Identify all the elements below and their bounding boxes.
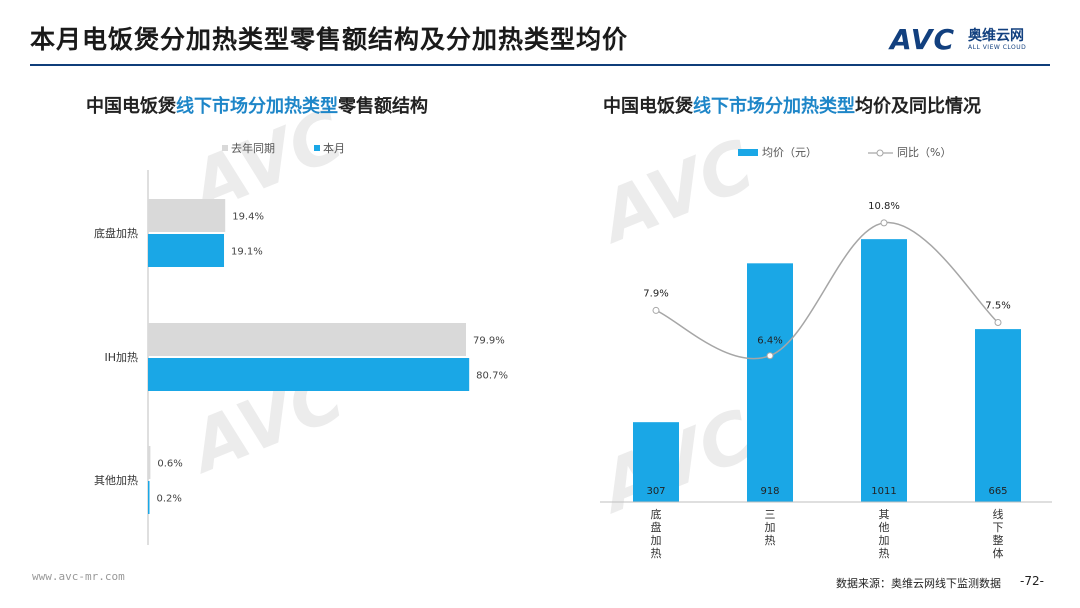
line-marker (994, 319, 1002, 326)
left-title-highlight: 线下市场分加热类型 (176, 96, 338, 117)
category-label: IH加热 (104, 351, 138, 364)
bar-avg-price (861, 239, 907, 502)
legend-label: 去年同期 (231, 141, 275, 155)
left-chart-title: 中国电饭煲线下市场分加热类型零售额结构 (86, 92, 428, 118)
data-label: 80.7% (476, 371, 508, 382)
data-label: 7.9% (643, 288, 668, 299)
data-label: 0.6% (157, 459, 182, 470)
data-label: 19.1% (231, 247, 263, 258)
logo-avc-text: AVC (890, 23, 955, 56)
data-label: 10.8% (868, 201, 900, 212)
category-label-char: 下 (993, 521, 1004, 534)
category-label-char: 其 (879, 508, 890, 521)
category-label: 其他加热 (94, 474, 138, 487)
line-marker (766, 352, 774, 360)
line-marker (652, 306, 660, 314)
data-label: 7.5% (985, 301, 1010, 312)
legend-swatch (314, 145, 320, 151)
bar-this-month (148, 358, 470, 391)
data-label: 918 (760, 486, 779, 497)
title-divider (30, 64, 1050, 66)
category-label-char: 他 (879, 521, 890, 534)
legend-label: 同比（%） (897, 146, 951, 159)
bar-last-year (148, 199, 226, 232)
data-label: 19.4% (232, 212, 264, 223)
data-label: 307 (646, 486, 665, 497)
page-number: -72- (1020, 574, 1044, 588)
data-label: 665 (988, 486, 1007, 497)
legend-swatch-marker (876, 149, 884, 157)
data-label: 0.2% (157, 494, 182, 505)
bar-avg-price (633, 422, 679, 502)
footer-url: www.avc-mr.com (32, 570, 125, 583)
legend-swatch-bar (738, 149, 758, 156)
category-label-char: 加 (651, 534, 662, 547)
category-label-char: 线 (993, 507, 1004, 521)
category-label-char: 热 (651, 547, 662, 560)
left-title-pre: 中国电饭煲 (86, 96, 176, 117)
category-label-char: 热 (879, 547, 890, 560)
legend-label: 均价（元） (762, 146, 817, 159)
category-label-char: 热 (765, 534, 776, 547)
footer-source: 数据来源：奥维云网线下监测数据 (836, 577, 1001, 590)
legend-label: 本月 (323, 141, 345, 155)
category-label-char: 加 (765, 521, 776, 534)
category-label-char: 底 (651, 507, 662, 521)
logo-en-text: ALL VIEW CLOUD (968, 44, 1027, 51)
category-label: 底盘加热 (94, 226, 138, 240)
bar-last-year (148, 323, 467, 356)
category-label-char: 三 (765, 508, 776, 521)
right-chart-title: 中国电饭煲线下市场分加热类型均价及同比情况 (603, 92, 981, 118)
bar-avg-price (747, 263, 793, 502)
logo-cn-text: 奥维云网 (968, 28, 1024, 44)
bar-this-month (148, 481, 150, 514)
category-label-char: 加 (879, 534, 890, 547)
left-title-post: 零售额结构 (338, 96, 428, 117)
category-label-char: 体 (993, 546, 1004, 560)
line-yoy (655, 222, 999, 360)
legend-swatch (222, 145, 228, 151)
data-label: 6.4% (757, 336, 782, 347)
right-title-post: 均价及同比情况 (855, 96, 981, 117)
category-label-char: 盘 (651, 520, 662, 534)
bar-last-year (148, 446, 151, 479)
category-label-char: 整 (993, 533, 1004, 547)
bar-this-month (148, 234, 225, 267)
data-label: 1011 (871, 486, 896, 497)
page-title: 本月电饭煲分加热类型零售额结构及分加热类型均价 (30, 25, 629, 54)
data-label: 79.9% (473, 336, 505, 347)
bar-avg-price (975, 329, 1021, 502)
avc-logo: AVC 奥维云网 ALL VIEW CLOUD (890, 23, 1055, 57)
right-title-highlight: 线下市场分加热类型 (693, 96, 855, 117)
line-marker (880, 219, 888, 227)
right-title-pre: 中国电饭煲 (603, 96, 693, 117)
